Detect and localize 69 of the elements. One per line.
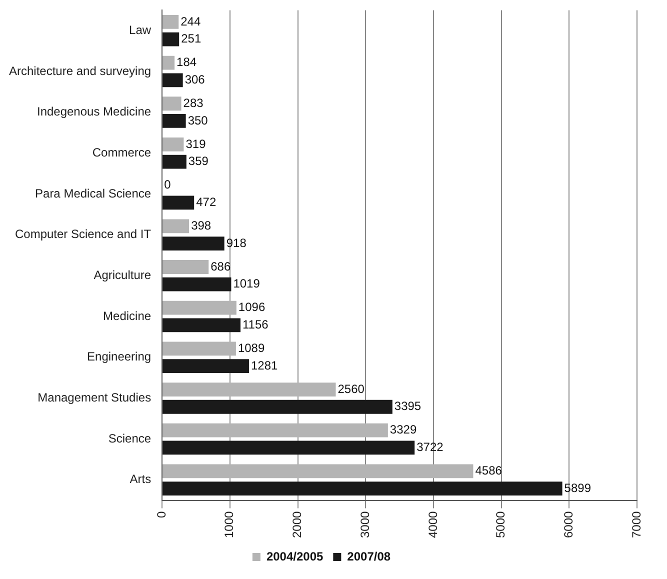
- x-tick-label: 6000: [561, 510, 576, 538]
- bar: [162, 342, 236, 356]
- data-label: 918: [226, 236, 247, 250]
- legend-label: 2004/2005: [266, 549, 324, 564]
- data-label: 184: [176, 55, 197, 70]
- x-tick-label: 7000: [629, 510, 644, 538]
- y-tick-label: Law: [129, 22, 152, 37]
- data-label: 283: [183, 96, 204, 110]
- y-tick-label: Agriculture: [94, 268, 152, 282]
- y-tick-label: Arts: [130, 472, 152, 486]
- bar: [162, 359, 249, 373]
- y-tick-label: Commerce: [92, 145, 152, 160]
- data-label: 3395: [394, 399, 422, 414]
- bar: [162, 318, 241, 332]
- bar: [162, 138, 184, 152]
- bar: [162, 277, 232, 292]
- data-label: 0: [164, 178, 172, 192]
- bar: [162, 15, 179, 29]
- y-tick-label: Indegenous Medicine: [36, 104, 152, 119]
- x-tick-label: 1000: [222, 510, 236, 538]
- data-label: 1089: [238, 340, 265, 355]
- data-label: 1281: [250, 358, 278, 372]
- y-tick-label: Computer Science and IT: [14, 227, 152, 242]
- x-tick-label: 3000: [358, 510, 372, 538]
- bar: [162, 440, 415, 455]
- x-tick-label: 0: [154, 510, 168, 518]
- bar: [162, 423, 388, 438]
- bar: [162, 219, 190, 234]
- bar: [162, 96, 182, 111]
- data-label: 686: [210, 259, 231, 274]
- data-label: 306: [184, 72, 206, 86]
- data-label: 350: [188, 113, 208, 128]
- data-label: 398: [191, 218, 212, 232]
- y-tick-label: Science: [108, 431, 152, 446]
- data-label: 1156: [242, 318, 269, 332]
- y-tick-label: Architecture and surveying: [8, 64, 152, 78]
- data-label: 251: [181, 32, 202, 46]
- bar: [162, 482, 562, 496]
- data-label: 2560: [338, 382, 365, 396]
- bar: [162, 260, 209, 274]
- data-label: 244: [180, 14, 201, 28]
- bar: [162, 154, 186, 169]
- bar: [162, 196, 194, 210]
- bar: [162, 56, 175, 70]
- y-tick-label: Para Medical Science: [35, 186, 152, 200]
- data-label: 3329: [390, 422, 417, 437]
- bar: [162, 73, 183, 88]
- legend-label: 2007/08: [347, 549, 391, 564]
- y-tick-label: Medicine: [103, 308, 152, 323]
- data-label: 472: [196, 194, 216, 209]
- bar: [162, 300, 236, 315]
- data-label: 319: [186, 136, 206, 151]
- x-tick-label: 4000: [426, 510, 440, 538]
- bar: [162, 382, 336, 396]
- x-tick-label: 2000: [290, 510, 304, 538]
- y-tick-label: Engineering: [87, 350, 152, 364]
- data-label: 5899: [564, 480, 592, 495]
- data-label: 1019: [233, 276, 260, 291]
- data-label: 4586: [475, 464, 502, 478]
- bar: [162, 464, 474, 478]
- data-label: 359: [188, 154, 209, 168]
- bar: [162, 114, 186, 128]
- data-label: 3722: [416, 440, 444, 454]
- y-tick-label: Management Studies: [38, 390, 152, 405]
- bar: [162, 400, 392, 414]
- bar: [162, 236, 224, 250]
- bar: [162, 32, 180, 46]
- data-label: 1096: [238, 300, 266, 314]
- x-tick-label: 5000: [494, 510, 508, 538]
